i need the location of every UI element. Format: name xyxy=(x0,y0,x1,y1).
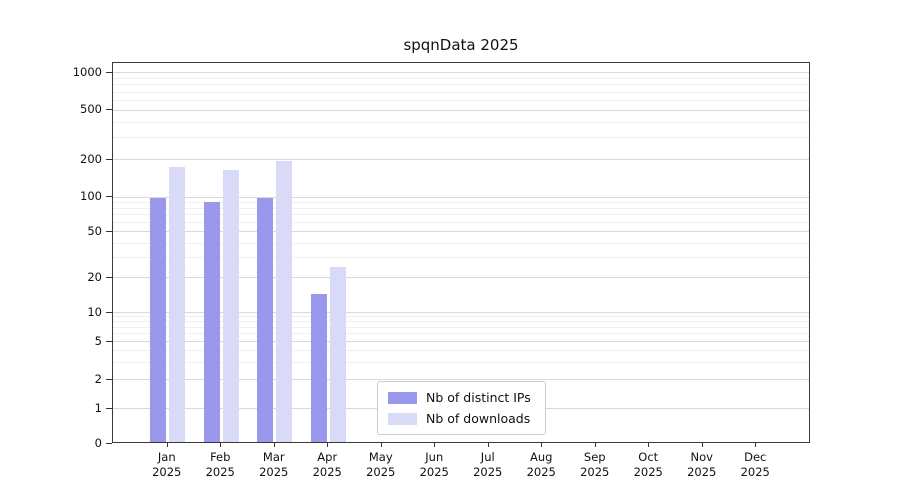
gridline-major xyxy=(113,196,809,198)
gridline-minor xyxy=(113,316,809,318)
gridline-minor xyxy=(113,78,809,80)
legend-item-distinct-ips: Nb of distinct IPs xyxy=(388,390,531,405)
y-tick-label: 1 xyxy=(94,400,102,415)
gridline-minor xyxy=(113,222,809,224)
y-tick-label: 10 xyxy=(87,304,102,319)
gridline-minor xyxy=(113,121,809,123)
y-tick-label: 2 xyxy=(94,371,102,386)
gridline-minor xyxy=(113,333,809,335)
legend-swatch-distinct-ips xyxy=(388,391,417,404)
bar-distinct-ips xyxy=(203,202,220,442)
gridline-minor xyxy=(113,350,809,352)
gridline-minor xyxy=(113,242,809,244)
gridline-minor xyxy=(113,321,809,323)
y-tick-mark xyxy=(106,311,112,313)
legend-label-distinct-ips: Nb of distinct IPs xyxy=(426,390,531,405)
y-tick-label: 1000 xyxy=(72,64,102,79)
y-tick-label: 50 xyxy=(87,223,102,238)
y-tick-mark xyxy=(106,109,112,111)
y-tick-label: 5 xyxy=(94,333,102,348)
gridline-minor xyxy=(113,91,809,93)
legend-swatch-downloads xyxy=(388,412,417,425)
bar-downloads xyxy=(169,166,186,442)
y-tick-mark xyxy=(106,196,112,198)
y-tick-label: 200 xyxy=(80,151,102,166)
gridline-major xyxy=(113,277,809,279)
bar-distinct-ips xyxy=(310,293,327,442)
bar-downloads xyxy=(329,266,346,442)
gridline-minor xyxy=(113,201,809,203)
plot-area: Nb of distinct IPs Nb of downloads xyxy=(112,62,810,443)
y-tick-mark xyxy=(106,443,112,444)
y-tick-mark xyxy=(106,230,112,232)
y-tick-label: 100 xyxy=(80,189,102,204)
gridline-minor xyxy=(113,99,809,101)
gridline-minor xyxy=(113,362,809,364)
y-tick-mark xyxy=(106,407,112,409)
gridline-major xyxy=(113,379,809,381)
gridline-major xyxy=(113,341,809,343)
y-tick-label: 20 xyxy=(87,269,102,284)
gridline-major xyxy=(113,109,809,111)
y-tick-label: 0 xyxy=(94,436,102,450)
gridline-minor xyxy=(113,137,809,139)
chart-title: spqnData 2025 xyxy=(403,36,519,54)
bar-distinct-ips xyxy=(150,197,167,442)
legend: Nb of distinct IPs Nb of downloads xyxy=(377,381,546,435)
y-tick-mark xyxy=(106,378,112,380)
bar-layer xyxy=(113,63,809,442)
legend-label-downloads: Nb of downloads xyxy=(426,411,531,426)
y-tick-mark xyxy=(106,71,112,73)
y-tick-mark xyxy=(106,158,112,160)
gridline-minor xyxy=(113,256,809,258)
y-tick-mark xyxy=(106,276,112,278)
gridline-major xyxy=(113,312,809,314)
legend-item-downloads: Nb of downloads xyxy=(388,411,531,426)
gridline-minor xyxy=(113,84,809,86)
gridline-minor xyxy=(113,214,809,216)
gridline-minor xyxy=(113,326,809,328)
gridline-minor xyxy=(113,207,809,209)
gridline-major xyxy=(113,231,809,233)
bar-downloads xyxy=(276,160,293,442)
gridline-major xyxy=(113,72,809,74)
y-tick-label: 500 xyxy=(80,102,102,117)
bar-distinct-ips xyxy=(257,197,274,442)
y-tick-mark xyxy=(106,340,112,342)
gridline-major xyxy=(113,159,809,161)
bar-downloads xyxy=(222,169,239,442)
